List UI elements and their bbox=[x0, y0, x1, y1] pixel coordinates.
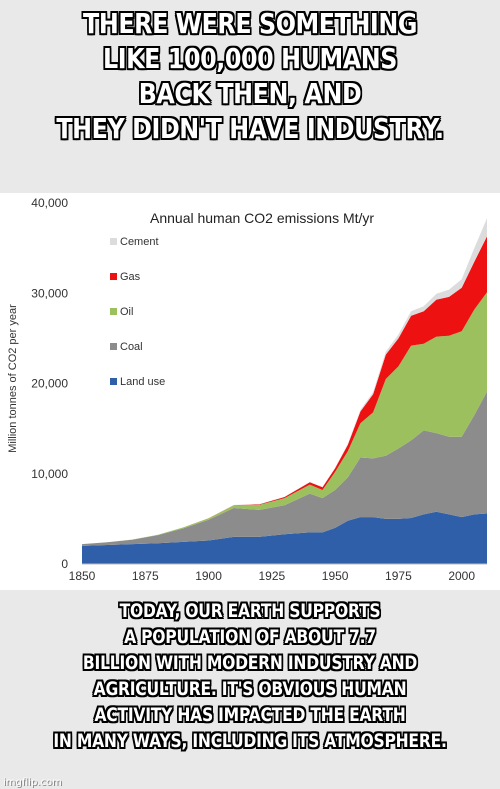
y-tick-label: 10,000 bbox=[31, 467, 68, 481]
y-tick-label: 40,000 bbox=[31, 196, 68, 210]
y-axis-label: Million tonnes of CO2 per year bbox=[7, 304, 19, 453]
legend-label-gas: Gas bbox=[120, 271, 141, 283]
legend-swatch-oil bbox=[110, 308, 117, 315]
chart-areas bbox=[82, 218, 487, 564]
x-tick-label: 1950 bbox=[322, 569, 349, 583]
bottom-caption-line: IN MANY WAYS, INCLUDING ITS ATMOSPHERE. bbox=[53, 730, 447, 752]
bottom-caption-line: A POPULATION OF ABOUT 7.7 bbox=[124, 626, 376, 648]
legend-label-oil: Oil bbox=[120, 306, 133, 318]
bottom-caption: TODAY, OUR EARTH SUPPORTS A POPULATION OF… bbox=[45, 598, 455, 754]
legend-swatch-coal bbox=[110, 343, 117, 350]
area-land-use bbox=[82, 511, 487, 564]
x-tick-labels: 1850 1875 1900 1925 1950 1975 2000 bbox=[69, 569, 476, 583]
top-caption-line: LIKE 100,000 HUMANS bbox=[102, 42, 398, 75]
chart-title: Annual human CO2 emissions Mt/yr bbox=[150, 210, 374, 226]
top-caption: THERE WERE SOMETHING LIKE 100,000 HUMANS B… bbox=[38, 6, 463, 146]
area-oil bbox=[82, 292, 487, 545]
x-tick-label: 2000 bbox=[448, 569, 475, 583]
legend-swatch-cement bbox=[110, 238, 117, 245]
chart-svg: 1850 1875 1900 1925 1950 1975 2000 0 10,000 20,0… bbox=[7, 196, 487, 583]
y-tick-label: 30,000 bbox=[31, 286, 68, 300]
y-tick-labels: 0 10,000 20,000 30,000 40,000 bbox=[31, 196, 68, 571]
x-tick-label: 1875 bbox=[132, 569, 159, 583]
legend-label-coal: Coal bbox=[120, 341, 143, 353]
bottom-caption-line: AGRICULTURE. IT'S OBVIOUS HUMAN bbox=[93, 678, 407, 700]
legend: Cement Gas Oil Coal Land use bbox=[110, 236, 165, 388]
watermark: imgflip.com bbox=[3, 777, 62, 788]
bottom-caption-line: ACTIVITY HAS IMPACTED THE EARTH bbox=[94, 704, 406, 726]
legend-swatch-gas bbox=[110, 273, 117, 280]
legend-label-cement: Cement bbox=[120, 236, 159, 248]
x-tick-label: 1900 bbox=[195, 569, 222, 583]
legend-label-land-use: Land use bbox=[120, 376, 165, 388]
top-caption-line: BACK THEN, AND bbox=[138, 77, 362, 110]
y-tick-label: 20,000 bbox=[31, 377, 68, 391]
top-caption-line: THEY DIDN'T HAVE INDUSTRY. bbox=[56, 112, 444, 145]
bottom-caption-line: TODAY, OUR EARTH SUPPORTS bbox=[119, 600, 381, 622]
bottom-caption-line: BILLION WITH MODERN INDUSTRY AND bbox=[82, 652, 418, 674]
x-tick-label: 1925 bbox=[258, 569, 285, 583]
x-tick-label: 1975 bbox=[385, 569, 412, 583]
area-coal bbox=[82, 391, 487, 546]
y-tick-label: 0 bbox=[61, 557, 68, 571]
legend-swatch-land-use bbox=[110, 378, 117, 385]
top-caption-line: THERE WERE SOMETHING bbox=[83, 7, 417, 40]
chart-panel: 1850 1875 1900 1925 1950 1975 2000 0 10,000 20,0… bbox=[0, 193, 500, 590]
x-tick-label: 1850 bbox=[69, 569, 96, 583]
